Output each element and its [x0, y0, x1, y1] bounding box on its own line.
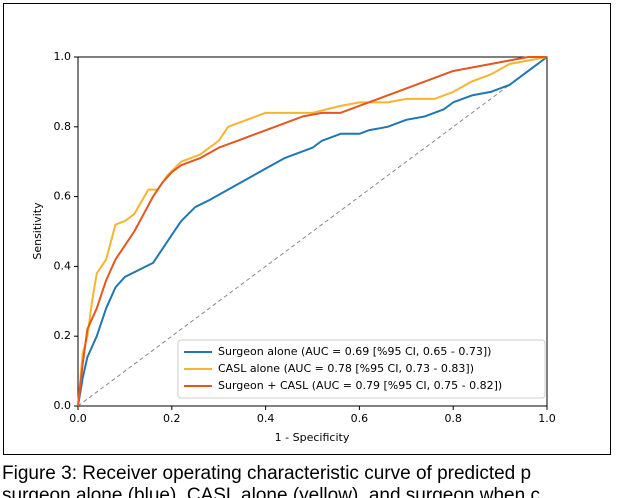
- x-tick-label: 0.0: [69, 412, 87, 425]
- y-tick-label: 0.6: [54, 190, 72, 203]
- y-tick-label: 0.0: [54, 399, 72, 412]
- x-tick-label: 0.2: [163, 412, 181, 425]
- y-tick-label: 0.2: [54, 329, 72, 342]
- x-axis-label: 1 - Specificity: [275, 431, 350, 444]
- caption-line: Figure 3: Receiver operating characteris…: [2, 463, 531, 484]
- figure-frame: [3, 3, 611, 455]
- roc-curve: [77, 56, 548, 407]
- plot-frame: [77, 56, 548, 407]
- y-tick-label: 1.0: [54, 50, 72, 63]
- legend-box: [177, 339, 546, 399]
- x-tick-label: 0.8: [444, 412, 462, 425]
- x-tick-label: 0.4: [257, 412, 275, 425]
- roc-curve: [77, 56, 548, 407]
- x-tick-label: 1.0: [538, 412, 556, 425]
- roc-curve: [77, 56, 547, 407]
- y-tick-label: 0.8: [54, 120, 72, 133]
- legend-label: CASL alone (AUC = 0.78 [%95 CI, 0.73 - 0…: [218, 362, 474, 375]
- caption-line: surgeon alone (blue), CASL alone (yellow…: [2, 485, 540, 498]
- legend-label: Surgeon + CASL (AUC = 0.79 [%95 CI, 0.75…: [218, 379, 502, 392]
- legend-label: Surgeon alone (AUC = 0.69 [%95 CI, 0.65 …: [218, 345, 491, 358]
- y-tick-label: 0.4: [54, 259, 72, 272]
- y-axis-label: Sensitivity: [31, 202, 44, 260]
- x-tick-label: 0.6: [351, 412, 369, 425]
